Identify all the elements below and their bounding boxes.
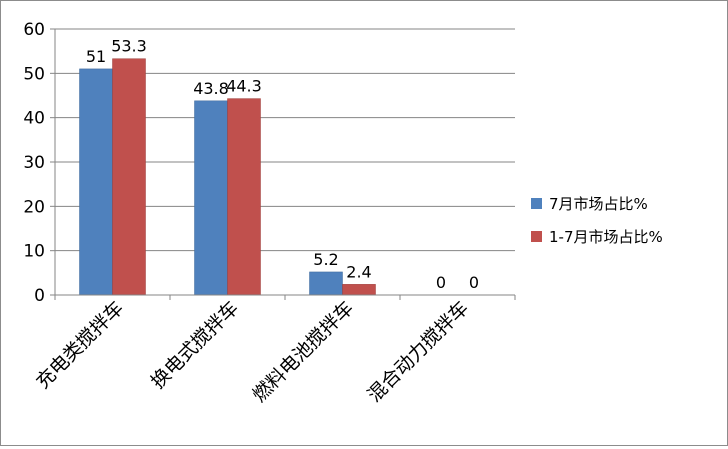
- y-tick-label: 10: [23, 242, 45, 262]
- bar-jan-jul-2: [342, 284, 376, 296]
- x-category-label: 换电式搅拌车: [147, 297, 243, 393]
- data-label: 5.2: [313, 250, 338, 269]
- data-labels: 51 53.3 43.844.3 5.2 2.4 0 0: [86, 37, 479, 292]
- data-label: 2.4: [346, 262, 371, 281]
- legend-swatch: [531, 198, 542, 209]
- data-label: 0: [436, 273, 446, 292]
- legend-swatch: [531, 231, 542, 242]
- y-tick-label: 50: [23, 64, 45, 84]
- bars: [79, 58, 376, 296]
- data-label: 51: [86, 47, 106, 66]
- bar-jul-1: [194, 100, 228, 296]
- x-category-label: 混合动力搅拌车: [363, 297, 473, 407]
- legend: 7月市场占比% 1-7月市场占比%: [531, 195, 663, 246]
- bar-jul-0: [79, 68, 113, 296]
- bar-jan-jul-1: [227, 98, 261, 296]
- y-tick-label: 30: [23, 153, 45, 173]
- y-tick-label: 40: [23, 109, 45, 129]
- y-tick-label: 60: [23, 20, 45, 40]
- y-tick-label: 0: [34, 286, 45, 306]
- bar-jul-2: [309, 271, 343, 296]
- data-label: 44.3: [226, 77, 262, 96]
- legend-label: 7月市场占比%: [549, 195, 648, 213]
- data-label: 0: [469, 273, 479, 292]
- y-tick-label: 20: [23, 197, 45, 217]
- data-label: 43.8: [193, 79, 229, 98]
- bar-jan-jul-0: [112, 58, 146, 296]
- legend-label: 1-7月市场占比%: [549, 228, 663, 246]
- x-category-label: 燃料电池搅拌车: [248, 297, 358, 407]
- x-category-label: 充电类搅拌车: [32, 297, 128, 393]
- data-label: 53.3: [111, 37, 147, 56]
